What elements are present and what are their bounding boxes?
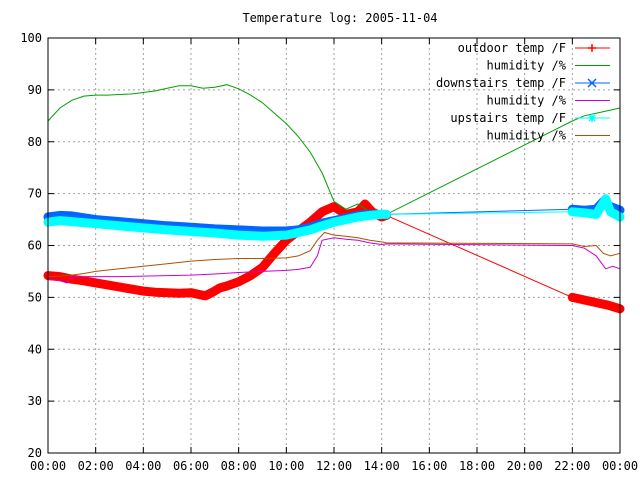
x-tick-label: 02:00 <box>78 459 114 473</box>
legend-label: upstairs temp /F <box>450 111 566 125</box>
x-tick-label: 00:00 <box>602 459 638 473</box>
series-4-band <box>43 194 625 241</box>
legend: outdoor temp /F humidity /% downstairs tem… <box>436 41 610 143</box>
x-axis: 00:00 02:00 04:00 06:00 08:00 10:00 12:00 14:00… <box>30 38 638 473</box>
series-5-line <box>47 231 621 278</box>
y-tick-label: 30 <box>28 394 42 408</box>
plot-frame <box>47 37 621 454</box>
y-tick-label: 20 <box>28 446 42 460</box>
x-tick-label: 16:00 <box>411 459 447 473</box>
series-0-gap-line <box>386 214 573 298</box>
x-tick-label: 00:00 <box>30 459 66 473</box>
y-tick-label: 90 <box>28 83 42 97</box>
x-tick-label: 12:00 <box>316 459 352 473</box>
legend-label: humidity /% <box>487 129 567 143</box>
series-0-band <box>43 199 625 314</box>
x-tick-label: 08:00 <box>221 459 257 473</box>
y-tick-label: 60 <box>28 239 42 253</box>
x-tick-label: 22:00 <box>554 459 590 473</box>
grid <box>48 38 620 453</box>
y-tick-label: 70 <box>28 187 42 201</box>
y-tick-label: 80 <box>28 135 42 149</box>
legend-marker-cross <box>587 78 597 88</box>
plot-series <box>43 84 625 314</box>
legend-label: downstairs temp /F <box>436 76 566 90</box>
x-tick-label: 06:00 <box>173 459 209 473</box>
x-tick-label: 20:00 <box>507 459 543 473</box>
legend-label: humidity /% <box>487 94 567 108</box>
y-tick-label: 100 <box>20 31 42 45</box>
legend-label: outdoor temp /F <box>458 41 566 55</box>
series-4-gap-line <box>386 211 573 215</box>
series-3-line <box>47 237 621 284</box>
x-tick-label: 14:00 <box>364 459 400 473</box>
x-tick-label: 18:00 <box>459 459 495 473</box>
legend-label: humidity /% <box>487 59 567 73</box>
y-tick-label: 40 <box>28 342 42 356</box>
chart-title: Temperature log: 2005-11-04 <box>242 11 437 25</box>
y-tick-label: 50 <box>28 290 42 304</box>
x-tick-label: 10:00 <box>268 459 304 473</box>
x-tick-label: 04:00 <box>125 459 161 473</box>
legend-marker-star <box>588 114 596 122</box>
